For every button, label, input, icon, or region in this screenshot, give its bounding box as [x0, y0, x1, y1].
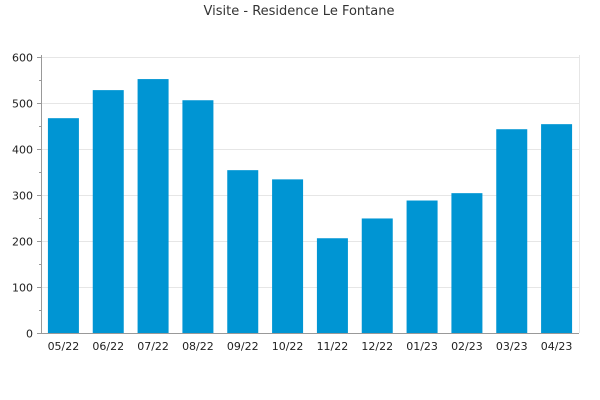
bar-10-22[interactable]	[272, 179, 304, 333]
bar-05-22[interactable]	[47, 118, 79, 334]
x-tick-label: 09/22	[227, 340, 259, 353]
x-tick-label: 05/22	[48, 340, 80, 353]
axes	[41, 55, 580, 334]
x-tick-label: 04/23	[541, 340, 573, 353]
y-tick-label: 0	[26, 328, 33, 341]
x-tick-label: 12/22	[361, 340, 393, 353]
bars	[47, 79, 573, 334]
gridlines	[41, 57, 579, 288]
bar-06-22[interactable]	[92, 90, 124, 334]
y-tick-label: 500	[12, 98, 33, 111]
bar-08-22[interactable]	[182, 100, 214, 334]
bar-02-23[interactable]	[451, 193, 483, 333]
x-tick-label: 03/23	[496, 340, 528, 353]
bar-04-23[interactable]	[541, 124, 573, 333]
bar-12-22[interactable]	[361, 218, 393, 333]
y-axis-ticks: 0 100 200 300 400 500 600	[12, 52, 41, 341]
x-tick-label: 02/23	[451, 340, 483, 353]
y-tick-label: 100	[12, 282, 33, 295]
x-tick-label: 06/22	[92, 340, 124, 353]
bar-11-22[interactable]	[316, 238, 348, 333]
y-tick-label: 300	[12, 190, 33, 203]
x-axis-ticks: 05/22 06/22 07/22 08/22 09/22 10/22 11/22 12/22…	[48, 340, 573, 353]
bar-01-23[interactable]	[406, 200, 438, 333]
y-tick-label: 200	[12, 236, 33, 249]
x-tick-label: 11/22	[317, 340, 349, 353]
x-tick-label: 08/22	[182, 340, 214, 353]
x-tick-label: 07/22	[137, 340, 169, 353]
y-tick-label: 400	[12, 144, 33, 157]
x-tick-label: 01/23	[406, 340, 438, 353]
chart-title: Visite - Residence Le Fontane	[204, 4, 395, 19]
y-tick-label: 600	[12, 52, 33, 65]
bar-07-22[interactable]	[137, 79, 169, 333]
x-tick-label: 10/22	[272, 340, 304, 353]
bar-09-22[interactable]	[227, 170, 259, 333]
bar-03-23[interactable]	[496, 129, 528, 333]
